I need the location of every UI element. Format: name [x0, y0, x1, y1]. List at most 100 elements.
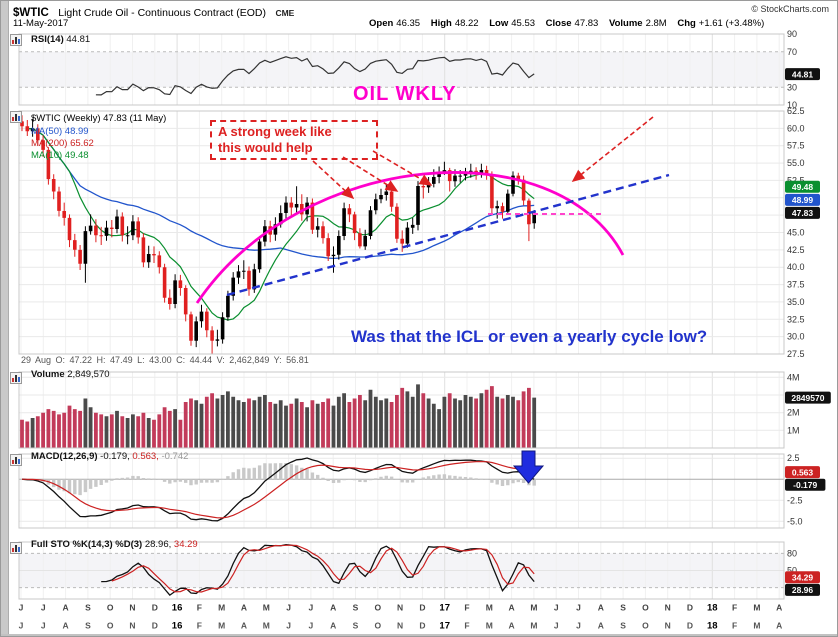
month-label: A [509, 621, 515, 631]
month-label: A [330, 621, 336, 631]
axis-label: 62.5 [787, 106, 805, 116]
axis-label: 45.0 [787, 228, 805, 238]
month-label: M [218, 603, 225, 613]
month-label: 17 [439, 603, 450, 614]
chart-date: 11-May-2017 [13, 18, 69, 29]
month-label: M [486, 603, 493, 613]
panel-border-rsi [18, 33, 785, 106]
month-label: J [286, 621, 291, 631]
open-label: Open [369, 18, 394, 29]
svg-text:-0.179: -0.179 [793, 480, 817, 490]
month-label: A [63, 603, 69, 613]
month-label: M [530, 603, 537, 613]
price-legend-symbol: $WTIC (Weekly) 47.83 (11 May) [31, 113, 167, 124]
grid-vertical-year [176, 34, 713, 105]
axis-badge: 0.563 [785, 466, 820, 479]
price-legend-ma50: MA(50) 48.99 [31, 126, 89, 137]
month-label: A [598, 621, 604, 631]
month-label: O [374, 603, 381, 613]
month-label: N [665, 621, 671, 631]
macd-panel-icon [10, 454, 22, 466]
month-label: J [41, 621, 46, 631]
month-label: A [509, 603, 515, 613]
strong-week-line2: this would help [218, 140, 313, 155]
grid-vertical-year [176, 454, 713, 528]
macd-hist-value: -0.742 [161, 451, 189, 462]
axis-label: 57.5 [787, 141, 805, 151]
rsi-band [19, 51, 784, 88]
axis-label: 2.5 [787, 453, 800, 463]
strong-week-line1: A strong week like [218, 124, 332, 139]
axis-badge: 47.83 [785, 206, 820, 219]
axis-label: 40.0 [787, 262, 805, 272]
rsi-line [95, 56, 535, 96]
chart-header: $WTIC Light Crude Oil - Continuous Contr… [13, 3, 294, 21]
macd-title: MACD(12,26,9) [31, 451, 98, 462]
panel-border-main [18, 110, 785, 355]
close-label: Close [545, 18, 572, 29]
inspector-readout: 29 Aug O: 47.22 H: 47.49 L: 43.00 C: 44.… [21, 355, 309, 365]
dome-arc [195, 171, 625, 304]
axis-badge: 2849570 [785, 391, 831, 404]
axis-badge: 49.48 [785, 180, 820, 193]
month-label: 16 [172, 621, 183, 632]
svg-text:28.96: 28.96 [792, 585, 814, 595]
month-label: D [152, 621, 158, 631]
month-label: S [353, 621, 359, 631]
month-label: N [129, 603, 135, 613]
high-label: High [430, 18, 452, 29]
month-label: 17 [439, 621, 450, 632]
frame-left [1, 1, 9, 636]
month-label: A [776, 603, 782, 613]
month-label: N [129, 621, 135, 631]
icl-question-annotation: Was that the ICL or even a yearly cycle … [351, 327, 708, 346]
panel-border-vol [18, 371, 785, 449]
month-label: 18 [707, 621, 718, 632]
month-label: F [732, 621, 737, 631]
macd-value: -0.179, [100, 451, 130, 462]
month-label: O [374, 621, 381, 631]
month-label: A [241, 621, 247, 631]
svg-text:44.81: 44.81 [792, 69, 814, 79]
axis-label: 37.5 [787, 280, 805, 290]
month-label: J [19, 603, 24, 613]
red-arrow-4 [571, 116, 654, 182]
month-label: D [419, 603, 425, 613]
price-legend-ma200: MA(200) 65.62 [31, 138, 94, 149]
strong-week-annotation: A strong week like this would help [210, 120, 378, 160]
month-label: O [642, 603, 649, 613]
axis-label: 4M [787, 372, 800, 382]
axis-label: 80 [787, 548, 797, 558]
red-arrow-1 [312, 160, 355, 200]
month-label: M [753, 603, 760, 613]
axis-label: 1M [787, 425, 800, 435]
axis-label: 27.5 [787, 349, 805, 359]
volume-bars [20, 384, 537, 448]
sto-d-value: 34.29 [173, 539, 198, 550]
svg-text:34.29: 34.29 [792, 573, 814, 583]
macd-signal-line [21, 460, 535, 519]
month-label: M [263, 603, 270, 613]
svg-text:49.48: 49.48 [792, 182, 814, 192]
sto-title: Full STO %K(14,3) %D(3) [31, 539, 143, 550]
month-label: F [464, 621, 469, 631]
instrument-title: Light Crude Oil - Continuous Contract (E… [58, 7, 266, 19]
chg-label: Chg [677, 18, 696, 29]
axis-label: 42.5 [787, 245, 805, 255]
close-value: 47.83 [574, 18, 599, 29]
month-label: J [286, 603, 291, 613]
axis-label: 90 [787, 29, 797, 39]
macd-signal-value: 0.563, [132, 451, 159, 462]
month-label: O [107, 603, 114, 613]
month-label: J [309, 621, 314, 631]
ma50-line [27, 127, 535, 260]
month-label: D [419, 621, 425, 631]
month-label: O [107, 621, 114, 631]
rsi-value: 44.81 [66, 34, 91, 45]
axis-badge: 48.99 [785, 193, 820, 206]
copyright-label: © StockCharts.com [751, 4, 829, 14]
axis-label: 35.0 [787, 297, 805, 307]
grid-vertical [20, 454, 780, 528]
